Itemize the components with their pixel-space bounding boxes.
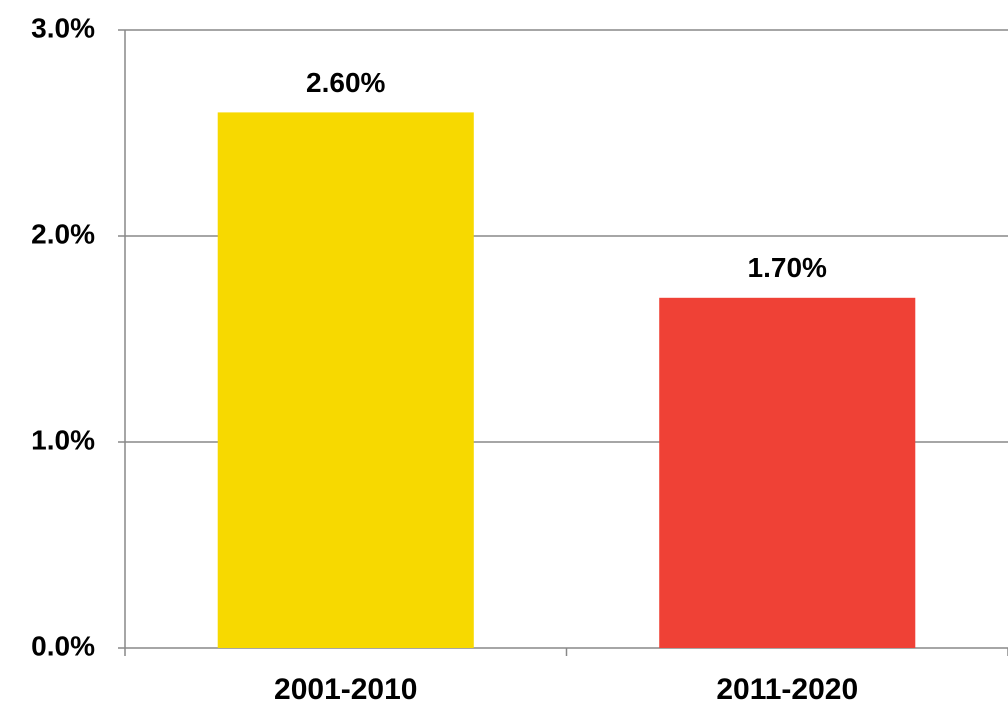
y-tick-label: 3.0% bbox=[31, 12, 95, 43]
y-tick-label: 1.0% bbox=[31, 424, 95, 455]
x-tick-label: 2011-2020 bbox=[716, 673, 858, 705]
x-tick-label: 2001-2010 bbox=[274, 673, 417, 705]
bar bbox=[659, 297, 916, 648]
y-tick-label: 2.0% bbox=[31, 218, 95, 249]
y-tick-label: 0.0% bbox=[31, 630, 95, 661]
value-label: 1.70% bbox=[748, 252, 827, 283]
bar bbox=[217, 112, 474, 648]
value-label: 2.60% bbox=[306, 67, 385, 98]
